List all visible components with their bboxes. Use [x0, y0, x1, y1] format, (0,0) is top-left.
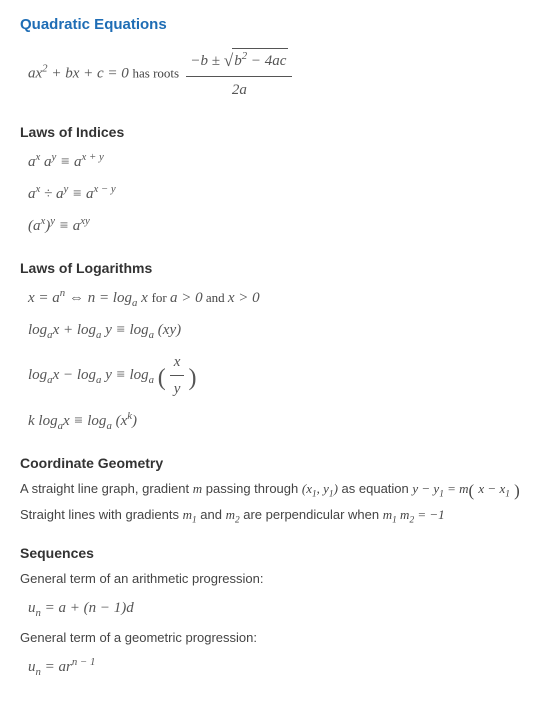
- i2-eq: ≡ a: [68, 186, 93, 202]
- ls-t4: (xy): [154, 322, 181, 338]
- lp-close: ): [132, 413, 137, 429]
- cp-t3: are perpendicular when: [240, 507, 383, 522]
- cl-t2: passing through: [202, 481, 302, 496]
- cl-t3: as equation: [338, 481, 412, 496]
- cl-elp: (: [469, 481, 479, 500]
- cl-erp: ): [510, 481, 520, 500]
- cp-m2a: m: [226, 507, 235, 522]
- cl-ec: x − x: [478, 481, 505, 496]
- i2-div: ÷ a: [40, 186, 63, 202]
- ls-t2: x + log: [53, 322, 96, 338]
- i2-a: a: [28, 186, 36, 202]
- indices-law-1: ax ay ≡ ax + y: [28, 150, 527, 174]
- ldf-s3: a: [149, 374, 154, 386]
- i3-open: (a: [28, 218, 41, 234]
- cp-ec: = −1: [414, 507, 445, 522]
- quad-roots-den: 2a: [186, 77, 292, 102]
- cp-m1: m1: [183, 507, 197, 522]
- ldf-frac: xy: [170, 350, 185, 401]
- seq-ap-label: General term of an arithmetic progressio…: [20, 571, 527, 586]
- log-sum: logax + loga y ≡ loga (xy): [28, 318, 527, 342]
- log-power: k logax ≡ loga (xk): [28, 409, 527, 433]
- ld-c1: a > 0: [170, 290, 203, 306]
- i3-e3: xy: [80, 215, 90, 227]
- ldf-lparen: (: [158, 365, 166, 391]
- cp-eq: m1 m2 = −1: [383, 507, 445, 522]
- section-title-logs: Laws of Logarithms: [20, 260, 527, 276]
- i1-a: a: [28, 154, 36, 170]
- ap-rest: = a + (n − 1)d: [41, 600, 134, 616]
- quad-rad-b: − 4ac: [247, 53, 286, 69]
- ld-c2: x > 0: [228, 290, 260, 306]
- ld-cond-pre: for: [152, 290, 170, 305]
- seq-gp-formula: un = arn − 1: [28, 655, 527, 679]
- ap-u: u: [28, 600, 36, 616]
- quadratic-formula: ax2 + bx + c = 0 has roots −b ± √b2 − 4a…: [28, 47, 527, 102]
- cp-t2: and: [197, 507, 226, 522]
- coord-perp: Straight lines with gradients m1 and m2 …: [20, 507, 527, 523]
- quad-rad-a: b: [234, 53, 242, 69]
- quad-num-pre: −b ±: [190, 53, 223, 69]
- ldf-den: y: [170, 376, 185, 401]
- quad-roots-fraction: −b ± √b2 − 4ac 2a: [186, 47, 292, 102]
- quad-lhs-b: + bx + c = 0: [48, 66, 129, 82]
- i2-e3: x − y: [93, 183, 115, 195]
- ldf-t1: log: [28, 367, 47, 383]
- cp-m1a: m: [183, 507, 192, 522]
- cl-eq: y − y1 = m( x − x1 ): [412, 481, 519, 496]
- ldf-t3: y ≡ log: [101, 367, 148, 383]
- cp-eb: m: [397, 507, 410, 522]
- quad-connector: has roots: [133, 66, 183, 81]
- log-diff: logax − loga y ≡ loga (xy): [28, 350, 527, 401]
- quad-lhs-a: ax: [28, 66, 42, 82]
- i3-eq: ≡ a: [55, 218, 80, 234]
- ld-x: x: [137, 290, 147, 306]
- gp-u: u: [28, 659, 36, 675]
- cl-t1: A straight line graph, gradient: [20, 481, 193, 496]
- ld-lhs: x = a: [28, 290, 60, 306]
- lp-t1: k log: [28, 413, 58, 429]
- cp-ea: m: [383, 507, 392, 522]
- cl-po: (x: [302, 481, 312, 496]
- cp-m2: m2: [226, 507, 240, 522]
- cl-pm: , y: [317, 481, 329, 496]
- quad-sqrt-body: b2 − 4ac: [232, 48, 288, 73]
- seq-gp-label: General term of a geometric progression:: [20, 630, 527, 645]
- ldf-rparen: ): [188, 365, 196, 391]
- ld-iff: ⇔ n = log: [65, 290, 132, 306]
- ld-and: and: [203, 290, 228, 305]
- section-title-coord: Coordinate Geometry: [20, 455, 527, 471]
- lp-open: (x: [112, 413, 127, 429]
- cp-t1: Straight lines with gradients: [20, 507, 183, 522]
- ldf-t2: x − log: [53, 367, 96, 383]
- quad-roots-num: −b ± √b2 − 4ac: [186, 47, 292, 77]
- cl-pt: (x1, y1): [302, 481, 338, 496]
- cl-ea: y − y: [412, 481, 439, 496]
- indices-law-3: (ax)y ≡ axy: [28, 214, 527, 238]
- i1-eq: ≡ a: [56, 154, 81, 170]
- cl-eb: = m: [444, 481, 469, 496]
- seq-ap-formula: un = a + (n − 1)d: [28, 596, 527, 620]
- indices-law-2: ax ÷ ay ≡ ax − y: [28, 182, 527, 206]
- section-title-seq: Sequences: [20, 545, 527, 561]
- log-definition: x = an ⇔ n = loga x for a > 0 and x > 0: [28, 286, 527, 310]
- gp-eq: = ar: [41, 659, 72, 675]
- ls-t3: y ≡ log: [101, 322, 148, 338]
- coord-line-eqn: A straight line graph, gradient m passin…: [20, 481, 527, 497]
- i1-b: a: [40, 154, 51, 170]
- ldf-num: x: [170, 350, 185, 376]
- gp-exp: n − 1: [72, 656, 95, 668]
- section-title-quadratic: Quadratic Equations: [20, 16, 527, 33]
- lp-t2: x ≡ log: [63, 413, 106, 429]
- ls-t1: log: [28, 322, 47, 338]
- cl-m: m: [193, 481, 202, 496]
- section-title-indices: Laws of Indices: [20, 124, 527, 140]
- i1-e3: x + y: [81, 151, 103, 163]
